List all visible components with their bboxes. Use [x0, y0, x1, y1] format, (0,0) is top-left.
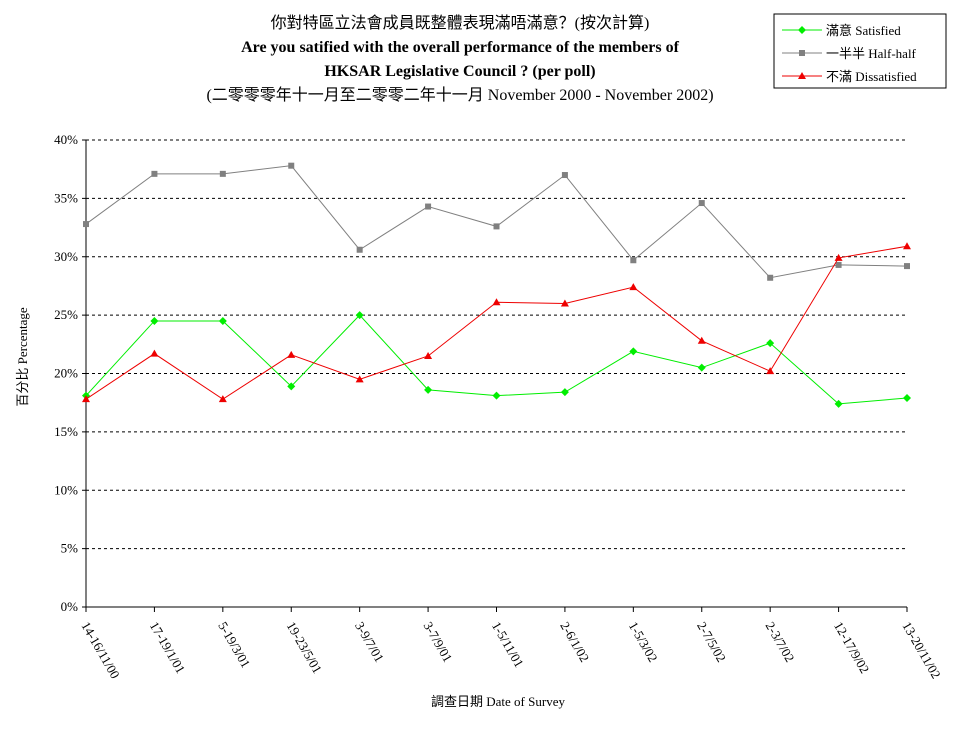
legend-marker	[798, 72, 806, 79]
data-point	[834, 399, 843, 408]
data-point	[287, 382, 296, 391]
legend-label: 滿意 Satisfied	[826, 23, 901, 38]
data-point	[834, 253, 843, 261]
legend-entry: 滿意 Satisfied	[782, 23, 901, 38]
series-group	[82, 162, 911, 408]
data-point	[904, 263, 910, 270]
data-point	[766, 339, 775, 348]
data-point	[492, 391, 501, 400]
chart-title-line-3: HKSAR Legislative Council ? (per poll)	[324, 63, 595, 80]
x-tick-label: 19-23/5/01	[284, 619, 326, 676]
chart-title-line-4: (二零零零年十一月至二零零二年十一月 November 2000 - Novem…	[206, 86, 713, 104]
data-point	[560, 388, 569, 397]
legend: 滿意 Satisfied 一半半 Half-half 不滿 Dissatisfied	[773, 13, 947, 89]
legend-marker	[798, 26, 806, 34]
y-tick-label: 15%	[54, 424, 78, 439]
data-point	[356, 246, 363, 253]
legend-label: 一半半 Half-half	[826, 46, 917, 61]
legend-label: 不滿 Dissatisfied	[826, 69, 917, 84]
data-point	[82, 395, 90, 403]
data-point	[424, 385, 433, 394]
data-point	[425, 203, 432, 210]
y-tick-label: 35%	[54, 190, 78, 205]
series-0	[82, 311, 911, 408]
data-point	[288, 162, 295, 169]
y-tick-label: 10%	[54, 482, 78, 497]
data-point	[150, 349, 159, 357]
x-tick-label: 13-20/11/02	[899, 619, 944, 681]
data-point	[219, 170, 226, 177]
data-point	[355, 311, 364, 320]
data-point	[629, 283, 638, 291]
x-tick-label: 5-19/3/01	[215, 619, 253, 670]
x-axis-title: 調查日期 Date of Survey	[431, 694, 565, 709]
data-point	[151, 170, 158, 177]
legend-entry: 一半半 Half-half	[782, 46, 917, 61]
series-line	[85, 245, 908, 400]
x-tick-label: 1-5/3/02	[626, 619, 661, 665]
chart-title-line-2: Are you satified with the overall perfor…	[241, 39, 679, 56]
data-point	[767, 274, 774, 281]
x-tick-label: 1-5/11/01	[489, 619, 527, 670]
gridlines	[86, 139, 907, 550]
data-point	[218, 395, 227, 403]
data-point	[355, 375, 364, 383]
data-point	[287, 350, 296, 358]
data-point	[424, 351, 433, 359]
x-tick-label: 2-6/1/02	[557, 619, 592, 665]
series-1	[83, 162, 910, 281]
x-tick-label: 2-7/5/02	[694, 619, 729, 665]
y-tick-label: 25%	[54, 307, 78, 322]
legend-marker	[799, 50, 805, 56]
x-tick-label: 17-19/1/01	[147, 619, 189, 676]
x-tick-label: 3-7/9/01	[420, 619, 455, 665]
legend-entry: 不滿 Dissatisfied	[782, 69, 917, 84]
data-point	[561, 172, 568, 179]
x-tick-label: 2-3/7/02	[763, 619, 798, 665]
data-point	[903, 242, 911, 250]
x-tick-label: 12-17/9/02	[831, 619, 873, 676]
data-point	[697, 336, 706, 344]
data-point	[835, 261, 842, 268]
data-point	[492, 298, 501, 306]
data-point	[903, 394, 911, 403]
data-point	[766, 367, 775, 375]
data-point	[83, 221, 89, 228]
data-point	[629, 347, 638, 356]
y-tick-label: 40%	[54, 132, 78, 147]
y-tick-label: 5%	[61, 541, 79, 556]
x-axis-ticks: 14-16/11/00 17-19/1/01 5-19/3/01 19-23/5/01…	[78, 607, 944, 681]
data-point	[630, 257, 637, 264]
data-point	[697, 363, 706, 372]
y-tick-label: 0%	[61, 599, 79, 614]
y-axis-ticks: 0% 5% 10% 15% 20% 25% 30% 35% 40%	[54, 132, 86, 614]
chart-title-line-1: 你對特區立法會成員既整體表現滿唔滿意？(按次計算)	[271, 13, 650, 32]
y-tick-label: 30%	[54, 249, 78, 264]
data-point	[150, 316, 159, 325]
x-tick-label: 3-9/7/01	[352, 619, 387, 665]
x-tick-label: 14-16/11/00	[78, 619, 123, 681]
series-line	[85, 165, 908, 279]
data-point	[698, 200, 705, 207]
data-point	[560, 299, 569, 307]
y-tick-label: 20%	[54, 366, 78, 381]
data-point	[218, 316, 227, 325]
series-2	[82, 242, 911, 403]
y-axis-title: 百分比 Percentage	[15, 307, 30, 407]
data-point	[493, 223, 500, 230]
